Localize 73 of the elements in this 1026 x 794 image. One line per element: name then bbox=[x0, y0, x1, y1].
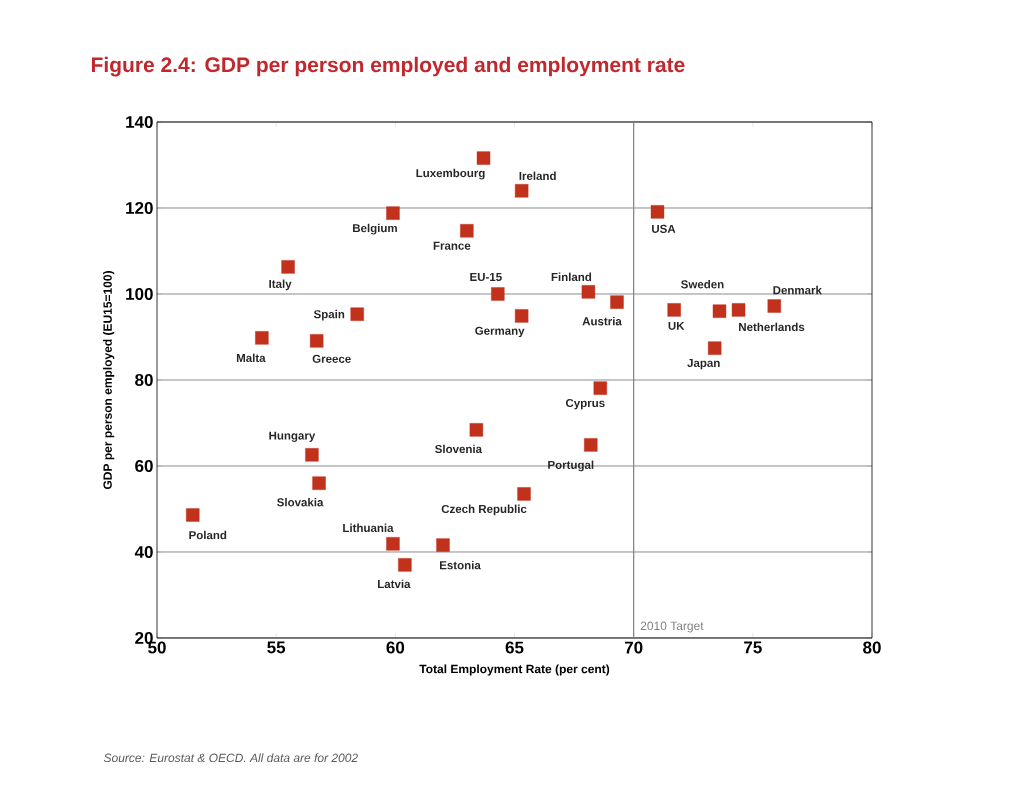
point bbox=[514, 309, 529, 323]
annotation: Portugal bbox=[548, 460, 594, 472]
annotation: Belgium bbox=[353, 223, 397, 235]
point bbox=[712, 304, 727, 318]
annotation: EU-15 bbox=[470, 272, 502, 281]
point bbox=[398, 558, 412, 572]
point bbox=[593, 381, 607, 395]
point bbox=[305, 448, 319, 462]
point bbox=[460, 224, 474, 238]
x-tick-label: 65 bbox=[505, 641, 524, 654]
point bbox=[476, 151, 491, 165]
point bbox=[708, 341, 722, 355]
annotation: Luxembourg bbox=[416, 168, 485, 180]
y-tick-label: 40 bbox=[134, 545, 153, 559]
point bbox=[491, 287, 505, 301]
annotation: Italy bbox=[269, 279, 292, 291]
x-tick-label: 75 bbox=[744, 641, 762, 654]
x-axis-title: Total Employment Rate (per cent) bbox=[419, 664, 610, 676]
annotation: Ireland bbox=[519, 171, 556, 181]
annotation: USA bbox=[652, 224, 676, 233]
point bbox=[650, 205, 665, 219]
point bbox=[386, 537, 400, 551]
annotation: Spain bbox=[313, 309, 345, 321]
chart-title: Figure 2.4: GDP per person employed and employment rate bbox=[91, 56, 685, 77]
point bbox=[731, 303, 746, 317]
annotation: Greece bbox=[312, 354, 351, 363]
annotation: Denmark bbox=[773, 285, 822, 295]
point bbox=[281, 260, 295, 274]
point bbox=[667, 303, 681, 317]
annotation: Lithuania bbox=[343, 523, 394, 533]
point bbox=[186, 508, 200, 522]
annotation: Hungary bbox=[269, 431, 316, 442]
y-axis-title: GDP per person employed (EU15=100) bbox=[103, 271, 115, 490]
y-tick-label: 140 bbox=[126, 115, 153, 129]
y-tick-label: 100 bbox=[126, 287, 153, 301]
y-tick-label: 60 bbox=[135, 459, 153, 473]
point bbox=[514, 184, 529, 198]
point bbox=[517, 487, 531, 501]
annotation: Estonia bbox=[440, 560, 481, 570]
annotation: France bbox=[433, 241, 471, 250]
annotation: Finland bbox=[551, 272, 592, 282]
annotation: Netherlands bbox=[739, 322, 805, 332]
x-tick-label: 70 bbox=[624, 641, 643, 654]
annotation: Cyprus bbox=[565, 398, 605, 410]
point bbox=[584, 438, 598, 452]
annotation: Czech Republic bbox=[441, 504, 527, 516]
point bbox=[469, 423, 484, 437]
x-tick-label: 60 bbox=[386, 641, 405, 654]
point bbox=[255, 331, 269, 345]
point bbox=[386, 206, 400, 220]
annotation: Poland bbox=[189, 530, 227, 540]
point bbox=[581, 285, 596, 299]
x-tick-label: 55 bbox=[267, 641, 286, 654]
point bbox=[767, 299, 781, 313]
point bbox=[610, 295, 624, 309]
point bbox=[436, 538, 450, 552]
annotation: Slovenia bbox=[435, 444, 483, 454]
annotation: Latvia bbox=[378, 579, 411, 589]
y-tick-label: 80 bbox=[135, 373, 153, 387]
annotation: Slovakia bbox=[277, 497, 324, 507]
point bbox=[350, 307, 364, 321]
annotation: Japan bbox=[687, 359, 720, 370]
annotation: Malta bbox=[236, 353, 266, 363]
annotation: Sweden bbox=[681, 279, 724, 289]
y-tick-label: 120 bbox=[126, 201, 153, 215]
annotation: UK bbox=[668, 321, 685, 330]
annotation: Austria bbox=[582, 316, 622, 326]
x-tick-label: 80 bbox=[863, 641, 881, 654]
ref-line-label: 2010 Target bbox=[640, 621, 704, 633]
point bbox=[309, 334, 324, 348]
point bbox=[312, 476, 326, 490]
annotation: Germany bbox=[475, 326, 525, 338]
source-note: Source: Eurostat & OECD. All data are for 2002 bbox=[103, 753, 358, 763]
